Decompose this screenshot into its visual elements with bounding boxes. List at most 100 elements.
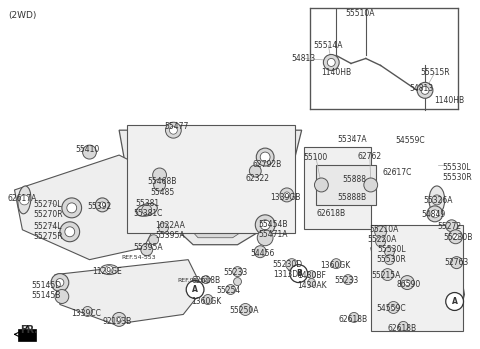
Text: 55145D: 55145D [31,281,61,290]
Text: 55515R: 55515R [420,68,450,77]
Text: 54849: 54849 [422,210,446,219]
Text: (2WD): (2WD) [9,11,37,20]
Text: 62617A: 62617A [8,194,37,203]
Text: 55215A: 55215A [372,270,401,280]
Text: 86590: 86590 [396,280,420,289]
Circle shape [226,284,236,295]
Text: 1022AA: 1022AA [156,221,185,230]
Circle shape [60,222,80,242]
Circle shape [331,259,341,269]
Ellipse shape [429,186,445,214]
Circle shape [255,215,275,235]
Bar [310,8,457,109]
Circle shape [382,269,394,281]
Text: 55468B: 55468B [148,177,177,186]
Text: 1360GK: 1360GK [320,261,350,270]
Circle shape [446,220,457,232]
Circle shape [404,280,410,285]
Text: 1430AK: 1430AK [297,281,326,290]
Circle shape [254,246,266,258]
Text: 1339GB: 1339GB [271,193,301,202]
Circle shape [166,122,181,138]
Circle shape [417,82,433,98]
Polygon shape [139,142,287,238]
Text: 1430BF: 1430BF [297,270,326,280]
Circle shape [158,223,168,233]
Circle shape [83,306,93,317]
Text: A: A [192,285,198,294]
Circle shape [250,165,261,177]
Circle shape [384,247,395,257]
Circle shape [153,168,167,182]
Bar [371,225,463,331]
Circle shape [446,292,464,311]
Circle shape [240,304,252,315]
Text: 62617C: 62617C [383,168,412,177]
Text: REF.90-527: REF.90-527 [178,277,213,283]
Text: 1360GK: 1360GK [191,297,221,305]
Circle shape [186,281,204,298]
Text: 54559C: 54559C [377,304,406,313]
Text: 62618B: 62618B [192,276,220,284]
Text: 62618B: 62618B [388,325,417,333]
Circle shape [324,54,339,70]
Circle shape [141,244,153,256]
Text: 62762: 62762 [358,152,382,161]
Circle shape [112,312,126,326]
Text: 55888: 55888 [342,175,366,184]
Polygon shape [55,260,203,325]
Ellipse shape [18,186,31,214]
Text: 55347A: 55347A [337,135,367,144]
Circle shape [349,312,359,322]
Circle shape [364,178,378,192]
Text: 55454B: 55454B [258,220,288,229]
Text: 62322: 62322 [245,174,269,183]
Circle shape [286,259,298,270]
Text: 55145B: 55145B [31,290,61,299]
Circle shape [55,290,69,304]
Text: 55274L: 55274L [34,222,62,231]
Circle shape [105,266,113,274]
Circle shape [20,195,29,205]
Circle shape [260,220,270,230]
Circle shape [65,227,75,237]
Circle shape [387,302,399,313]
Circle shape [314,178,328,192]
Text: 55888B: 55888B [337,193,367,202]
Circle shape [421,86,429,94]
Text: 55270L: 55270L [34,200,62,209]
Text: 55514A: 55514A [313,40,343,50]
Circle shape [431,210,439,218]
Circle shape [142,205,152,215]
Circle shape [400,276,414,290]
Circle shape [51,274,69,291]
Circle shape [83,145,96,159]
Circle shape [203,295,213,304]
Text: 55270R: 55270R [33,210,63,219]
Circle shape [392,305,396,310]
Circle shape [449,230,463,244]
Text: 55230D: 55230D [273,260,303,269]
Circle shape [202,276,210,284]
Ellipse shape [100,265,118,275]
Text: 62618B: 62618B [338,315,368,325]
Polygon shape [14,155,164,260]
Circle shape [116,317,122,322]
Text: 1339CC: 1339CC [72,310,101,318]
Circle shape [67,203,77,213]
Bar [127,125,295,233]
Text: 92193B: 92193B [103,318,132,326]
Text: 54456: 54456 [250,249,275,258]
Text: 55530R: 55530R [443,173,472,182]
Text: 62618B: 62618B [317,209,346,218]
Text: 1140HB: 1140HB [434,96,465,105]
Circle shape [256,148,274,166]
Circle shape [233,267,242,277]
Polygon shape [371,248,465,329]
Text: 55250A: 55250A [230,306,259,315]
Text: 55530L: 55530L [443,163,471,172]
Text: 52763: 52763 [444,258,468,267]
Text: 55381C: 55381C [133,209,162,218]
Circle shape [260,152,270,162]
Circle shape [290,265,308,283]
